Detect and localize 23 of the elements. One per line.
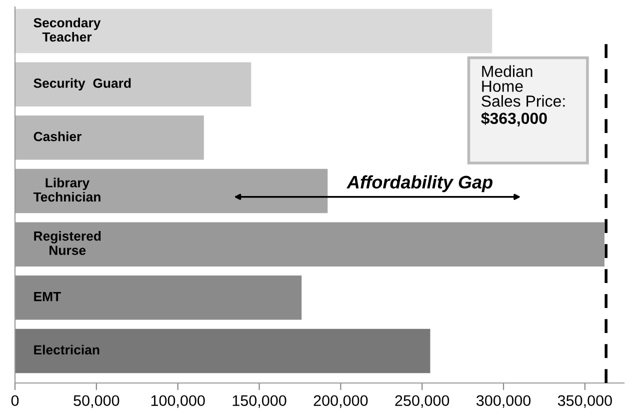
y-tick-label: Cashier bbox=[34, 132, 82, 142]
x-tick-label: 100,000 bbox=[151, 395, 205, 408]
y-tick-label: Security Guard bbox=[34, 78, 131, 90]
y-tick-label: EMT bbox=[34, 292, 61, 302]
x-tick-label: 350,000 bbox=[558, 395, 612, 408]
y-tick-label: Library Technician bbox=[33, 178, 100, 202]
y-tick-label: Electrician bbox=[34, 344, 100, 355]
bar bbox=[15, 328, 430, 374]
x-tick-label: 0 bbox=[11, 395, 19, 406]
y-tick-label: Registered Nurse bbox=[34, 231, 101, 256]
bar bbox=[15, 168, 328, 214]
annotation: Affordability Gap bbox=[346, 175, 492, 192]
y-tick-label: Secondary Teacher bbox=[34, 18, 101, 42]
bar bbox=[15, 116, 204, 160]
bar bbox=[15, 8, 492, 54]
bar bbox=[15, 62, 252, 106]
ref-line-label: Median Home Sales Price: $363,000 bbox=[481, 65, 565, 126]
x-tick-label: 200,000 bbox=[314, 395, 368, 408]
x-tick-label: 300,000 bbox=[476, 395, 531, 408]
x-tick-label: 150,000 bbox=[232, 395, 286, 408]
x-tick-label: 50,000 bbox=[74, 395, 120, 408]
x-tick-label: 250,000 bbox=[395, 395, 450, 408]
bar bbox=[15, 276, 302, 320]
